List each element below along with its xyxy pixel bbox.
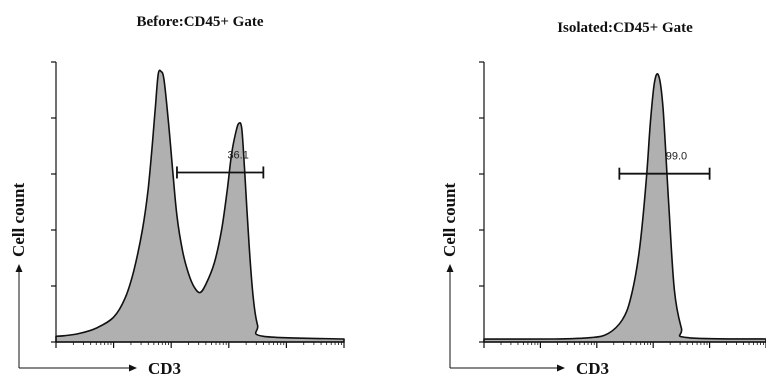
gate-label: 36.1 — [227, 149, 248, 161]
histogram-area — [483, 73, 766, 343]
gate: 99.0 — [618, 151, 711, 180]
y-ticks — [479, 61, 484, 343]
x-axis-label: CD3 — [576, 359, 609, 374]
y-axis-label-group: Cell count — [9, 183, 28, 368]
y-axis-label-group: Cell count — [440, 183, 459, 368]
x-axis-label-group: CD3 — [19, 359, 181, 374]
gate-label: 99.0 — [666, 151, 687, 163]
y-arrow-head-icon — [15, 264, 23, 272]
panel-before: Before:CD45+ Gate 36.1 Cell count CD3 — [9, 14, 345, 374]
gate: 36.1 — [176, 149, 265, 179]
x-axis-label: CD3 — [148, 359, 181, 374]
y-arrow-head-icon — [446, 264, 454, 272]
panel-isolated: Isolated:CD45+ Gate 99.0 Cell count CD3 — [440, 20, 766, 374]
x-axis-label-group: CD3 — [450, 359, 609, 374]
x-ticks — [483, 342, 766, 348]
y-axis-label: Cell count — [9, 183, 28, 257]
histogram-area — [55, 69, 345, 343]
y-axis-label: Cell count — [440, 183, 459, 257]
x-ticks — [55, 342, 345, 348]
x-arrow-head-icon — [557, 364, 565, 372]
y-ticks — [51, 61, 56, 343]
panel-title: Isolated:CD45+ Gate — [557, 20, 693, 36]
panel-title: Before:CD45+ Gate — [137, 14, 264, 30]
x-arrow-head-icon — [129, 364, 137, 372]
